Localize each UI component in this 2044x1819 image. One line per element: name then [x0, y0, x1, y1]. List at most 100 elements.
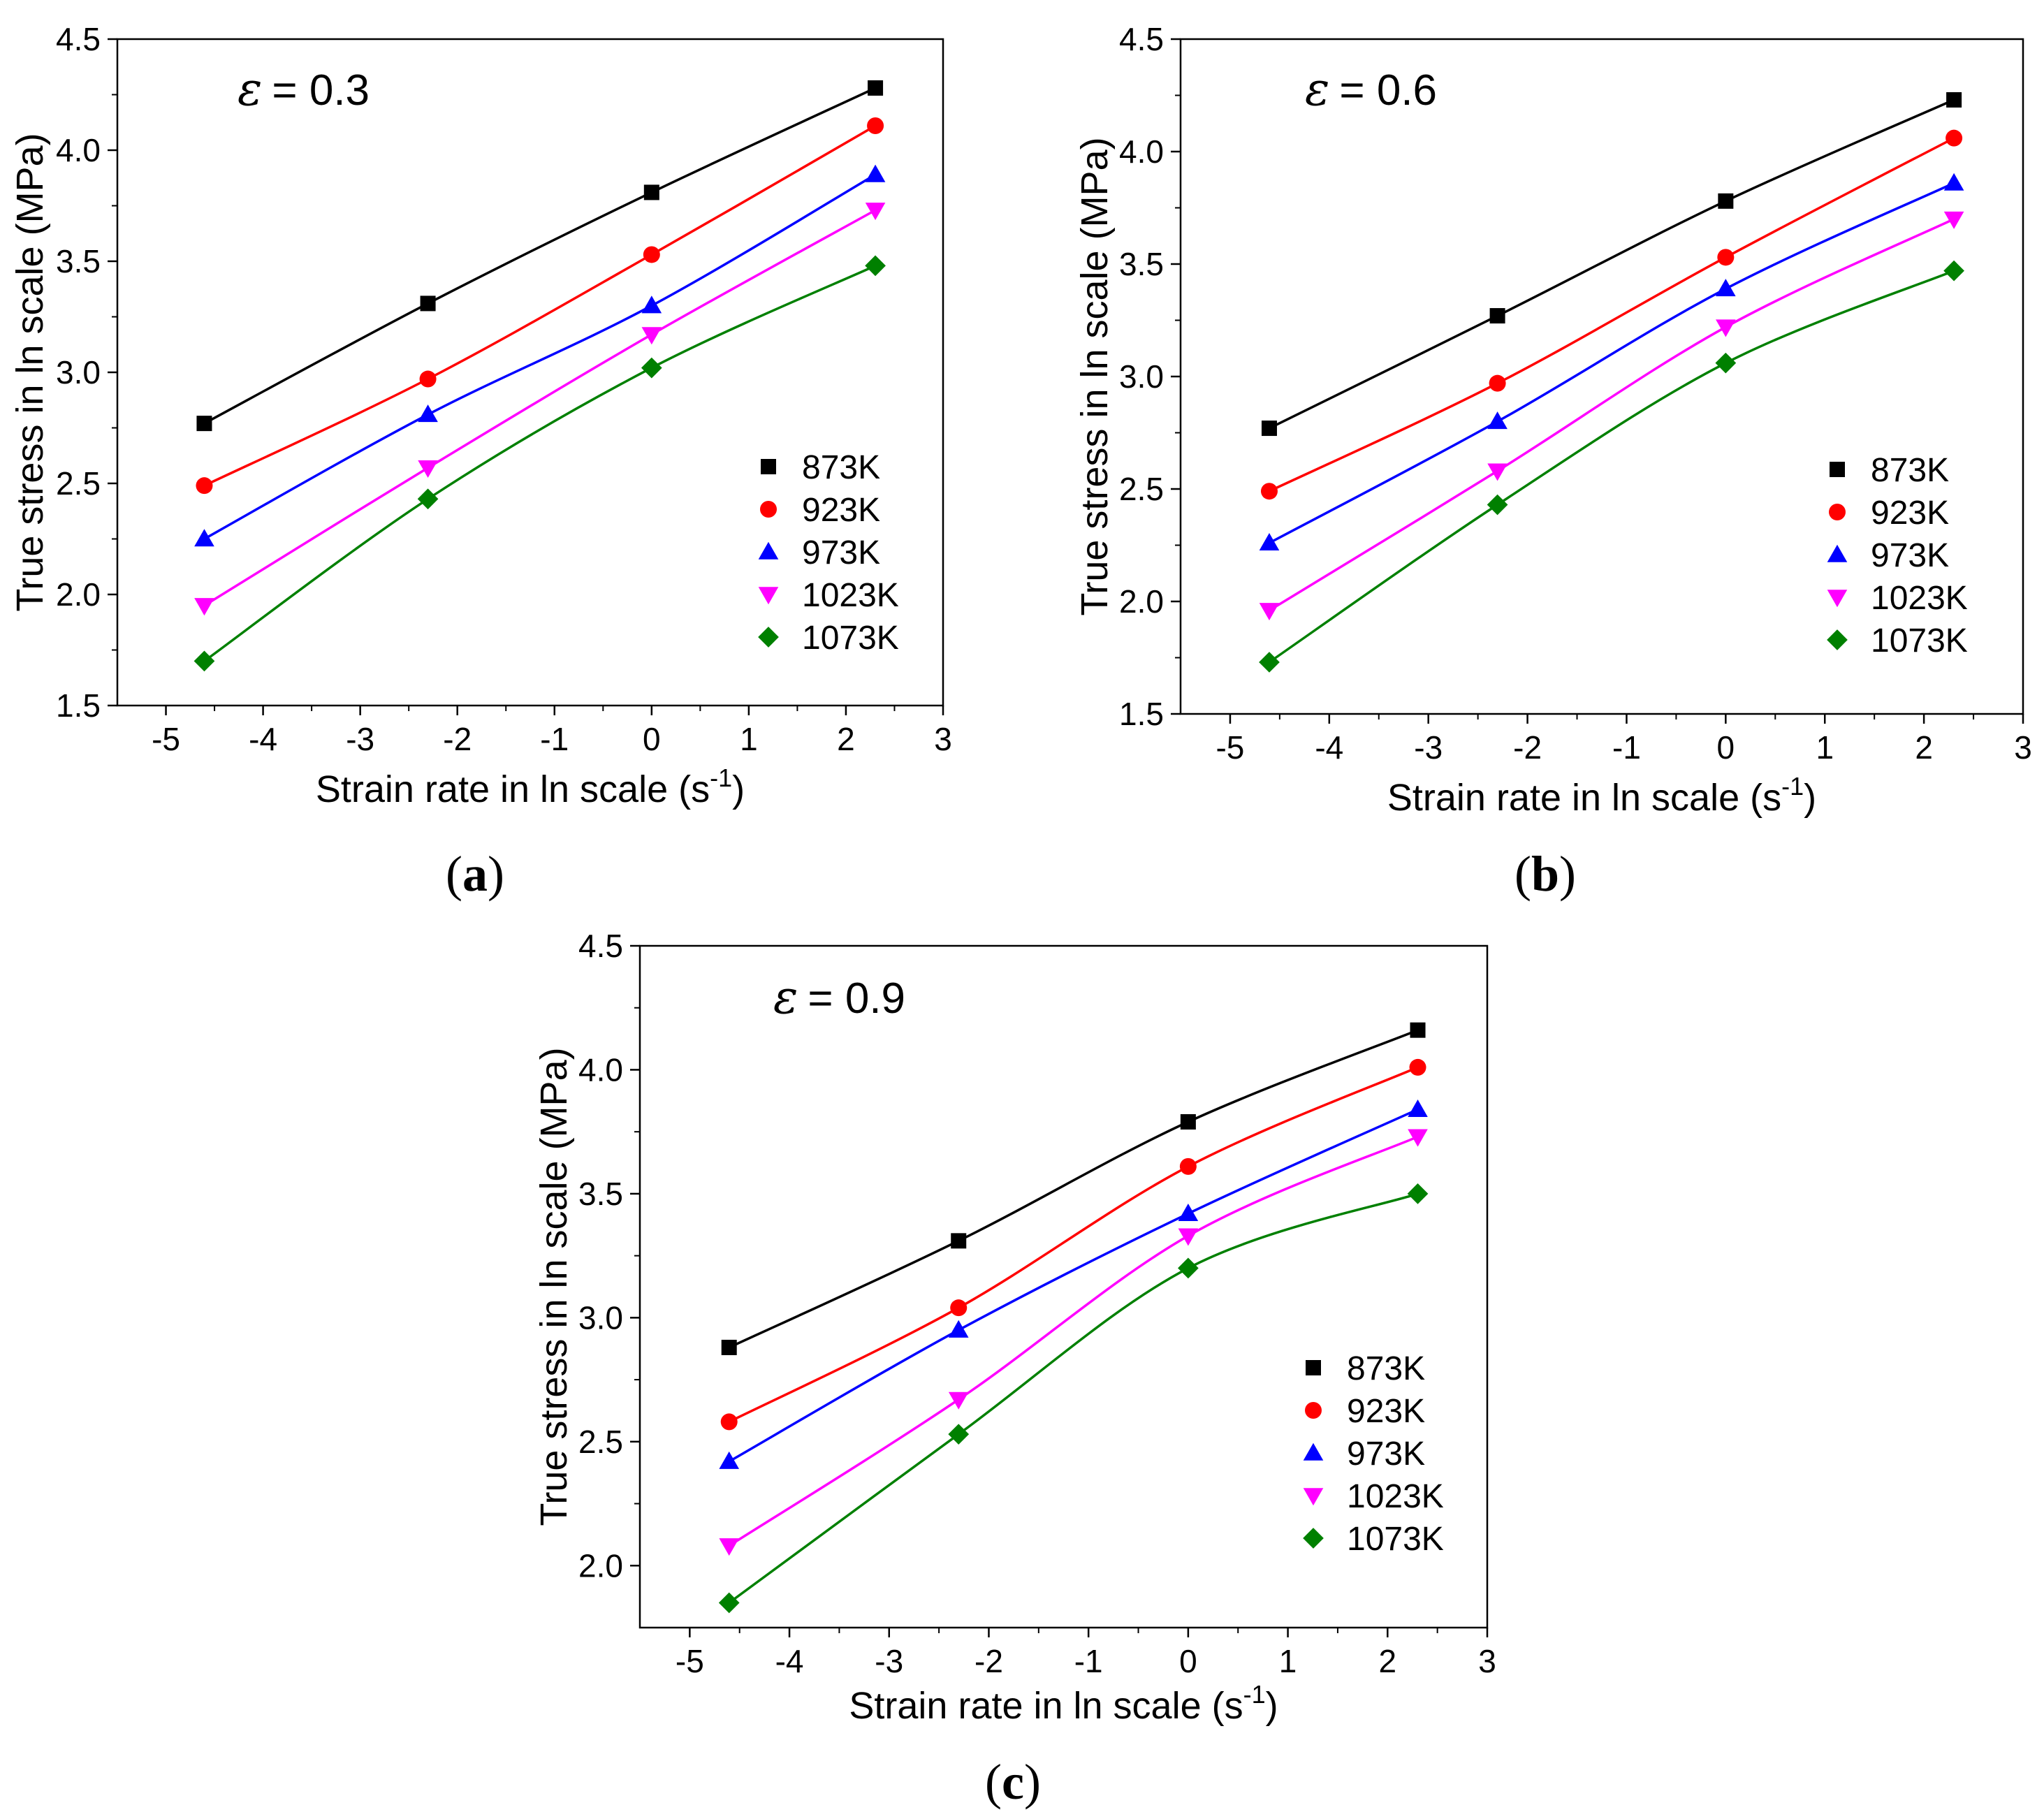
y-axis-title: True stress in ln scale (MPa) [1074, 137, 1116, 615]
x-axis-title-sup: -1 [1243, 1680, 1266, 1709]
strain-annotation: ε = 0.6 [1305, 62, 1437, 116]
x-tick-label: 3 [2014, 729, 2032, 766]
legend-marker-1073K [1827, 629, 1848, 650]
data-point-923K [1179, 1157, 1197, 1175]
y-tick-label: 4.0 [56, 132, 101, 168]
data-point-973K [948, 1320, 969, 1338]
y-tick-label: 1.5 [56, 687, 101, 724]
data-point-1073K [641, 357, 662, 379]
x-tick-label: -5 [1216, 729, 1244, 766]
y-tick-label: 3.5 [1119, 246, 1164, 282]
x-tick-label: -1 [1612, 729, 1641, 766]
data-point-873K [721, 1339, 737, 1355]
data-point-873K [1410, 1022, 1426, 1038]
data-point-1073K [718, 1592, 740, 1614]
panel-label-letter: b [1531, 846, 1559, 902]
legend-marker-873K [1830, 462, 1845, 477]
data-point-873K [1180, 1113, 1196, 1130]
legend-marker-1023K [1827, 590, 1848, 608]
legend-marker-1073K [1303, 1528, 1324, 1549]
data-point-1023K [865, 203, 886, 221]
data-point-1023K [1716, 319, 1736, 337]
series-line-973K [728, 1108, 1419, 1463]
legend-label: 923K [1347, 1393, 1425, 1430]
legend-label: 1023K [1871, 580, 1968, 617]
y-tick-label: 2.0 [1119, 583, 1164, 620]
y-axis-title: True stress in ln scale (MPa) [533, 1047, 575, 1526]
series-line-1073K [203, 264, 876, 662]
data-point-1073K [1407, 1183, 1429, 1204]
strain-symbol: ε [238, 62, 262, 116]
x-tick-label: -2 [443, 721, 472, 757]
series-line-923K [728, 1066, 1419, 1423]
strain-value: = 0.9 [808, 974, 905, 1023]
chart-panel-b: -5 -4 -3 -2 -1 0 1 2 3 1.5 2.0 2.5 3.0 3.5 4.0 4.5 Strai… [1074, 21, 2032, 902]
x-tick-label: 3 [934, 721, 952, 757]
x-axis-title: Strain rate in ln scale (s-1) [1387, 772, 1816, 819]
y-tick-label: 3.0 [578, 1299, 623, 1336]
x-tick-label: -4 [775, 1643, 804, 1679]
legend-label: 873K [802, 449, 880, 486]
data-point-923K [1946, 129, 1963, 147]
series-line-923K [203, 124, 876, 487]
chart-panel-c: -5 -4 -3 -2 -1 0 1 2 3 2.0 2.5 3.0 3.5 4.0 4.5 Strain r… [533, 928, 1496, 1810]
series-line-923K [1269, 137, 1955, 492]
data-point-1023K [418, 460, 438, 479]
data-point-923K [1489, 374, 1506, 392]
legend: 873K 923K 973K 1023K 1073K [1303, 1350, 1444, 1558]
data-point-1073K [1178, 1257, 1199, 1279]
data-point-873K [1946, 92, 1962, 108]
y-tick-label: 2.5 [1119, 471, 1164, 507]
data-point-923K [419, 370, 437, 388]
x-tick-label: -5 [152, 721, 180, 757]
y-tick-label: 3.0 [56, 354, 101, 390]
y-tick-label: 2.0 [56, 576, 101, 613]
data-point-1023K [1487, 463, 1508, 481]
y-tick-label: 3.5 [56, 243, 101, 279]
data-point-1073K [417, 488, 439, 510]
y-tick-label: 4.5 [578, 928, 623, 964]
data-point-873K [643, 184, 659, 200]
y-tick-label: 2.0 [578, 1547, 623, 1584]
data-point-1073K [865, 255, 886, 277]
legend-label: 923K [802, 492, 880, 529]
data-point-1023K [641, 327, 662, 345]
plot-frame [638, 944, 1489, 1629]
data-point-923K [950, 1299, 968, 1317]
x-tick-label: -1 [1074, 1643, 1103, 1679]
series-line-1023K [1269, 218, 1955, 612]
legend-marker-923K [760, 501, 777, 518]
legend-label: 1073K [1347, 1521, 1444, 1558]
x-axis-title-main: Strain rate in ln scale (s [1387, 777, 1781, 819]
data-point-1023K [1259, 603, 1280, 621]
series-line-873K [203, 87, 876, 425]
data-point-873K [868, 80, 884, 96]
y-tick-label: 4.5 [56, 21, 101, 57]
legend-label: 973K [802, 534, 880, 571]
y-tick-label: 1.5 [1119, 696, 1164, 732]
panel-label-close: ) [1024, 1754, 1041, 1810]
series-line-873K [728, 1029, 1419, 1349]
x-axis-title-end: ) [1804, 777, 1816, 819]
data-point-973K [719, 1451, 740, 1469]
legend-marker-973K [758, 541, 779, 560]
data-point-973K [1178, 1204, 1199, 1222]
strain-symbol: ε [1305, 62, 1329, 116]
y-tick-label: 3.5 [578, 1176, 623, 1212]
panel-label-close: ) [1559, 846, 1576, 902]
x-tick-label: -4 [249, 721, 277, 757]
data-point-873K [1261, 421, 1277, 437]
data-point-973K [418, 404, 438, 423]
x-tick-label: -1 [540, 721, 569, 757]
data-point-1073K [1943, 260, 1964, 282]
legend-label: 973K [1871, 537, 1949, 574]
x-axis-title-main: Strain rate in ln scale (s [849, 1685, 1243, 1727]
strain-annotation: ε = 0.3 [238, 62, 370, 116]
x-tick-label: -3 [346, 721, 374, 757]
panel-label: (a) [446, 846, 504, 902]
legend-marker-873K [1306, 1360, 1321, 1375]
y-axis-title: True stress in ln scale (MPa) [9, 133, 51, 611]
panel-label: (b) [1514, 846, 1576, 902]
panel-label-close: ) [488, 846, 504, 902]
